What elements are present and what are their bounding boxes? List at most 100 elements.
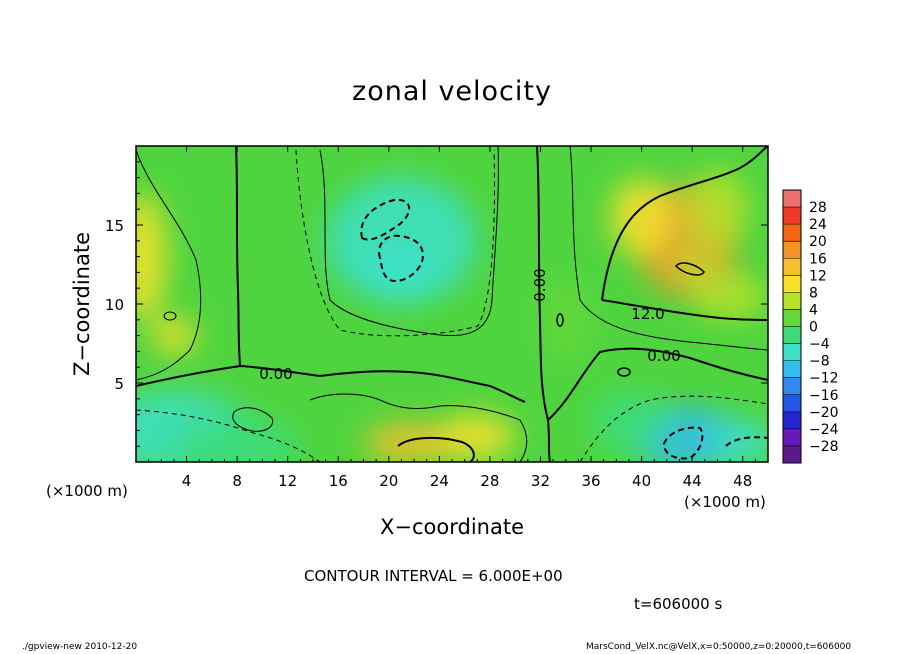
colorbar-segment (783, 224, 801, 242)
colorbar-segment (783, 445, 801, 464)
colorbar-segment (783, 241, 801, 259)
contour-neg-twelve-a (360, 198, 410, 241)
plot-area: 0.00 0.00 0.00 12.0 (136, 146, 768, 462)
field-blob-16 (540, 280, 592, 360)
x-axis-label: X−coordinate (380, 515, 524, 539)
contour-zero-mid (536, 146, 551, 462)
chart-title: zonal velocity (352, 76, 552, 107)
colorbar-segment (783, 428, 801, 447)
contour-label-2: 0.00 (647, 347, 680, 365)
x-tick-label: 40 (632, 472, 651, 490)
colorbar-segment (783, 394, 801, 413)
x-tick-label: 12 (278, 472, 297, 490)
x-tick-label: 44 (683, 472, 702, 490)
colorbar-segment (783, 377, 801, 396)
contour-label-layer: 0.00 0.00 0.00 12.0 (259, 268, 680, 383)
x-tick-label: 24 (430, 472, 449, 490)
contour-twelve (601, 146, 768, 321)
contour-six-left (136, 149, 202, 381)
x-tick-label: 32 (531, 472, 550, 490)
x-ticks: 4 8 12 16 20 24 28 32 36 40 44 48 (148, 146, 756, 490)
colorbar-label: 8 (809, 285, 818, 301)
y-tick-label: 10 (105, 296, 124, 314)
contour-label-text: 12.0 (631, 305, 664, 323)
time-text: t=606000 s (634, 595, 723, 613)
contour-label-text: 0.00 (259, 365, 292, 383)
x-tick-label: 16 (329, 472, 348, 490)
contour-neg-six-left (136, 409, 321, 462)
colorbar-segment (783, 326, 801, 345)
y-ticks: 5 10 15 (105, 161, 768, 447)
field-blob-14 (711, 419, 768, 462)
x-tick-label: 48 (733, 472, 752, 490)
colorbar-label: −8 (809, 354, 830, 370)
field-blob-2 (136, 193, 168, 320)
colorbar-label: −4 (809, 337, 830, 353)
field-layer (136, 169, 768, 462)
field-blob-7 (439, 413, 516, 461)
contour-zero-right (547, 347, 768, 421)
field-blob-12 (692, 272, 768, 320)
contour-eighteen-small (674, 262, 705, 276)
field-blob-6 (363, 422, 465, 462)
colorbar-segment (783, 207, 801, 225)
x-tick-label: 4 (182, 472, 192, 490)
footer-left: ./gpview-new 2010-12-20 (22, 642, 138, 652)
footer-right: MarsCond_VelX.nc@VelX,x=0:50000,z=0:2000… (586, 642, 852, 652)
contour-label-3: 12.0 (631, 305, 664, 323)
colorbar-segment (783, 258, 801, 276)
contour-small-c (617, 367, 631, 377)
y-tick-label: 15 (105, 217, 124, 235)
contour-label-1: 0.00 (531, 268, 549, 301)
colorbar-label: 28 (809, 200, 827, 216)
colorbar-label: 24 (809, 217, 827, 233)
colorbar-segment (783, 275, 801, 293)
contour-six-center (319, 146, 499, 337)
y-tick-label: 5 (114, 375, 124, 393)
contour-zero-left (235, 146, 241, 366)
contour-neg-six-center (295, 149, 495, 337)
colorbar-label: −28 (809, 439, 839, 455)
colorbar-label: 0 (809, 320, 818, 336)
colorbar-label: 20 (809, 234, 827, 250)
colorbar-segment (783, 411, 801, 430)
field-blob-3 (151, 316, 197, 355)
contour-six-right (569, 146, 768, 351)
contour-small-a (163, 311, 177, 321)
contour-label-text: 0.00 (647, 347, 680, 365)
y-axis-unit: (×1000 m) (46, 482, 128, 500)
contour-label-0: 0.00 (259, 365, 292, 383)
colorbar-label: −24 (809, 422, 839, 438)
field-blob-15 (591, 390, 667, 455)
contour-neg-twelve-c (662, 426, 704, 460)
colorbar-label: −16 (809, 388, 839, 404)
colorbar-label: 12 (809, 268, 827, 284)
contour-interval-text: CONTOUR INTERVAL = 6.000E+00 (304, 567, 563, 585)
field-blob-11 (685, 169, 750, 249)
contour-six-low-center (309, 393, 528, 462)
colorbar-segment (783, 309, 801, 327)
contour-small-b (556, 313, 564, 327)
x-tick-label: 28 (480, 472, 499, 490)
x-tick-label: 8 (232, 472, 242, 490)
contour-label-text: 0.00 (531, 268, 549, 301)
x-axis-unit: (×1000 m) (684, 493, 766, 511)
contour-layer (136, 146, 768, 462)
colorbar-segment (783, 292, 801, 310)
colorbar-segment (783, 360, 801, 379)
colorbar-label: 4 (809, 302, 818, 318)
field-blob-5 (363, 240, 440, 304)
contour-zero-low (136, 364, 526, 403)
contour-neg-twelve-b (378, 234, 424, 282)
contour-neg-twelve-d (725, 436, 768, 447)
field-blob-1 (173, 414, 301, 462)
colorbar-label: 16 (809, 251, 827, 267)
colorbar-label: −20 (809, 405, 839, 421)
colorbar-segment (783, 190, 801, 208)
x-tick-label: 36 (581, 472, 600, 490)
colorbar-label: −12 (809, 371, 839, 387)
contour-neg-six-right (579, 395, 768, 462)
field-blob-10 (610, 177, 674, 257)
